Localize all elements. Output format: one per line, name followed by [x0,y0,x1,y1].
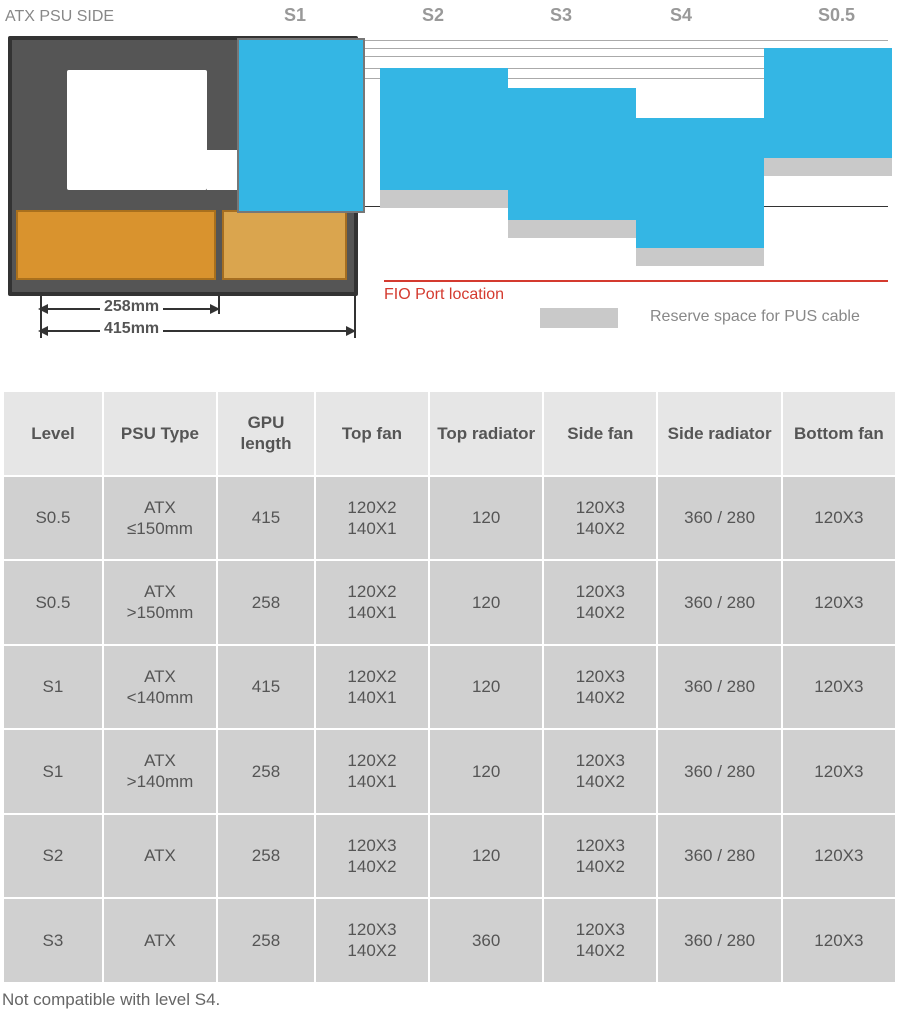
table-header: Top radiator [430,392,542,475]
table-cell: 120 [430,730,542,813]
table-cell: 120X3 [783,899,895,982]
table-cell: 120X3 [783,646,895,729]
table-cell: S0.5 [4,477,102,560]
table-header: PSU Type [104,392,216,475]
table-cell: 120X3 140X2 [544,477,656,560]
column-label-s3: S3 [550,5,572,26]
level-block-s2 [380,68,508,208]
table-cell: ATX >150mm [104,561,216,644]
table-cell: S2 [4,815,102,898]
table-row: S2ATX258120X3 140X2120120X3 140X2360 / 2… [4,815,895,898]
table-row: S0.5ATX ≤150mm415120X2 140X1120120X3 140… [4,477,895,560]
level-block-s1 [237,38,365,213]
dim-415-label: 415mm [100,320,163,338]
psu-diagram: ATX PSU SIDE S1 S2 S3 S4 S0.5 FIO Port locat… [0,0,903,370]
column-label-s4: S4 [670,5,692,26]
table-header: Side fan [544,392,656,475]
table-cell: S1 [4,646,102,729]
dim-258-label: 258mm [100,298,163,316]
table-header: Bottom fan [783,392,895,475]
table-cell: ATX ≤150mm [104,477,216,560]
table-header: Level [4,392,102,475]
table-cell: ATX [104,899,216,982]
table-cell: 360 / 280 [658,730,780,813]
table-cell: 360 / 280 [658,477,780,560]
table-cell: 120X3 140X2 [544,899,656,982]
column-label-s2: S2 [422,5,444,26]
dim-tick [40,296,42,338]
level-block-s05 [764,48,892,176]
table-cell: 120X2 140X1 [316,646,428,729]
dim-tick [354,296,356,338]
footnote: Not compatible with level S4. [2,990,903,1010]
table-cell: ATX <140mm [104,646,216,729]
dim-tick [218,296,220,314]
psu-slot-short [222,210,347,280]
table-cell: 258 [218,561,314,644]
guide-line [360,40,888,41]
table-cell: ATX >140mm [104,730,216,813]
case-outline [8,36,358,296]
table-cell: S3 [4,899,102,982]
table-cell: 120X3 140X2 [544,815,656,898]
legend-swatch [540,308,618,328]
table-cell: S0.5 [4,561,102,644]
compatibility-table: LevelPSU TypeGPU lengthTop fanTop radiat… [2,390,897,984]
reserve-strip [508,220,636,238]
table-cell: 120 [430,561,542,644]
diagram-title: ATX PSU SIDE [5,8,114,26]
reserve-strip [764,158,892,176]
table-cell: 258 [218,899,314,982]
table-row: S3ATX258120X3 140X2360120X3 140X2360 / 2… [4,899,895,982]
table-cell: 120 [430,646,542,729]
fio-line [384,280,888,282]
table-cell: 120X3 [783,561,895,644]
table-cell: 360 / 280 [658,815,780,898]
reserve-strip [380,190,508,208]
table-cell: 120X3 140X2 [544,730,656,813]
level-block-s4 [636,118,764,266]
table-cell: 120X2 140X1 [316,477,428,560]
case-window [67,70,207,190]
table-cell: 120X3 140X2 [316,815,428,898]
legend-text: Reserve space for PUS cable [650,308,860,326]
table-cell: 258 [218,815,314,898]
table-cell: 120 [430,477,542,560]
table-cell: 120X3 140X2 [316,899,428,982]
table-cell: 415 [218,646,314,729]
table-cell: 360 [430,899,542,982]
column-label-s05: S0.5 [818,5,855,26]
column-label-s1: S1 [284,5,306,26]
table-cell: 120X3 [783,815,895,898]
table-cell: 120X3 140X2 [544,561,656,644]
table-header: Side radiator [658,392,780,475]
table-header: GPU length [218,392,314,475]
table-cell: ATX [104,815,216,898]
table-cell: 360 / 280 [658,561,780,644]
level-block-s3 [508,88,636,238]
table-cell: 120X3 140X2 [544,646,656,729]
table-row: S0.5ATX >150mm258120X2 140X1120120X3 140… [4,561,895,644]
table-header: Top fan [316,392,428,475]
table-cell: 120X2 140X1 [316,561,428,644]
table-cell: 360 / 280 [658,646,780,729]
table-cell: 415 [218,477,314,560]
table-cell: 120X3 [783,477,895,560]
dim-415 [40,330,354,332]
table-cell: 120X3 [783,730,895,813]
table-cell: 258 [218,730,314,813]
table-cell: 120X2 140X1 [316,730,428,813]
table-cell: 120 [430,815,542,898]
fio-label: FIO Port location [384,286,504,304]
table-row: S1ATX <140mm415120X2 140X1120120X3 140X2… [4,646,895,729]
table-cell: S1 [4,730,102,813]
psu-slot-long [16,210,216,280]
table-cell: 360 / 280 [658,899,780,982]
table-row: S1ATX >140mm258120X2 140X1120120X3 140X2… [4,730,895,813]
reserve-strip [636,248,764,266]
